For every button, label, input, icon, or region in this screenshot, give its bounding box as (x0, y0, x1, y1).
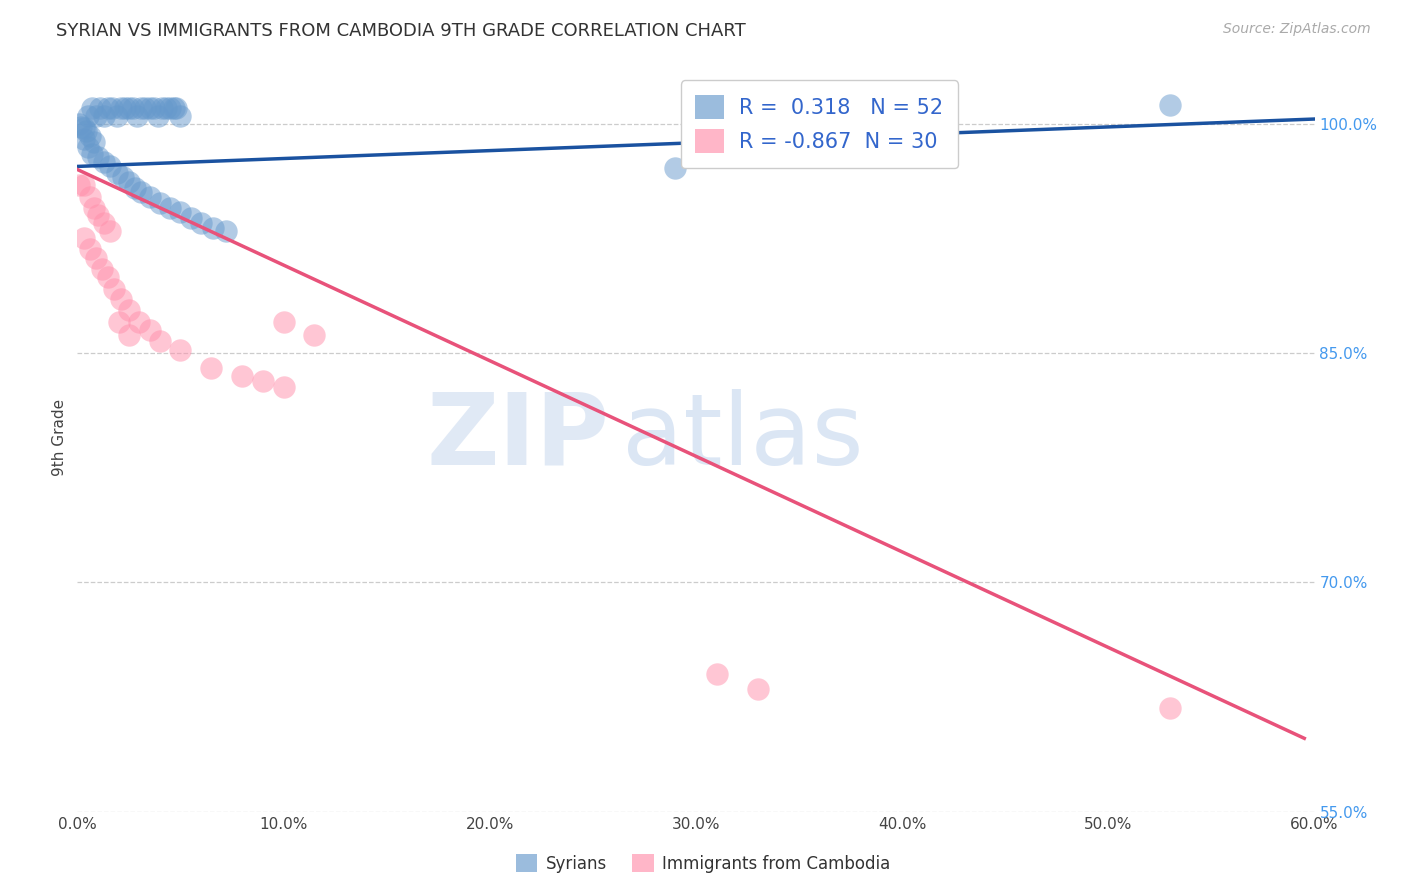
Point (87, 150, 110, 164)
Point (150, 101, 173, 115)
Point (787, 150, 810, 164)
Point (159, 101, 181, 115)
Point (91, 261, 114, 276)
Point (128, 315, 150, 329)
Point (169, 205, 191, 219)
Y-axis label: 9th Grade: 9th Grade (52, 399, 67, 475)
Point (79, 242, 101, 256)
Point (72, 231, 94, 245)
Point (84, 109, 107, 123)
Point (105, 165, 128, 179)
Point (67, 117, 90, 131)
Point (252, 374, 274, 388)
Point (163, 101, 186, 115)
Point (110, 101, 132, 115)
Point (98, 224, 121, 238)
Legend: Syrians, Immigrants from Cambodia: Syrians, Immigrants from Cambodia (509, 847, 897, 880)
Point (138, 190, 160, 204)
Point (76, 139, 98, 153)
Point (1159, 98, 1181, 112)
Point (80, 101, 103, 115)
Point (72, 178, 94, 192)
Point (118, 175, 141, 189)
Point (122, 101, 145, 115)
Text: ZIP: ZIP (426, 389, 609, 485)
Point (138, 323, 160, 337)
Point (200, 361, 222, 376)
Point (155, 101, 177, 115)
Point (97, 269, 120, 284)
Point (190, 216, 212, 230)
Text: SYRIAN VS IMMIGRANTS FROM CAMBODIA 9TH GRADE CORRELATION CHART: SYRIAN VS IMMIGRANTS FROM CAMBODIA 9TH G… (56, 22, 747, 40)
Point (76, 109, 98, 123)
Point (165, 101, 187, 115)
Point (169, 109, 191, 123)
Point (110, 293, 132, 307)
Point (98, 160, 121, 174)
Point (169, 343, 191, 357)
Point (202, 220, 225, 235)
Point (159, 201, 181, 215)
Point (114, 101, 136, 115)
Point (273, 315, 295, 329)
Point (747, 682, 769, 697)
Point (118, 101, 141, 115)
Point (1159, 700, 1181, 714)
Point (75, 124, 97, 138)
Point (149, 196, 172, 211)
Point (149, 334, 172, 348)
Point (93, 216, 115, 230)
Point (83, 135, 105, 149)
Point (124, 181, 146, 195)
Point (79, 190, 101, 204)
Point (138, 101, 160, 115)
Point (129, 101, 152, 115)
Point (215, 224, 238, 238)
Point (93, 109, 115, 123)
Point (231, 368, 253, 383)
Point (103, 282, 125, 296)
Point (706, 667, 728, 681)
Text: atlas: atlas (621, 389, 863, 485)
Point (118, 303, 141, 318)
Legend: R =  0.318   N = 52, R = -0.867  N = 30: R = 0.318 N = 52, R = -0.867 N = 30 (681, 80, 957, 168)
Point (97, 101, 120, 115)
Point (664, 161, 686, 175)
Point (70, 120, 93, 134)
Text: Source: ZipAtlas.com: Source: ZipAtlas.com (1223, 22, 1371, 37)
Point (67, 178, 90, 192)
Point (134, 101, 156, 115)
Point (273, 379, 295, 393)
Point (105, 109, 128, 123)
Point (111, 170, 134, 185)
Point (107, 315, 129, 329)
Point (127, 109, 149, 123)
Point (304, 327, 326, 342)
Point (89, 101, 111, 115)
Point (101, 101, 124, 115)
Point (118, 327, 141, 342)
Point (129, 186, 152, 200)
Point (83, 201, 105, 215)
Point (84, 251, 107, 265)
Point (87, 208, 110, 222)
Point (93, 154, 115, 169)
Point (146, 109, 169, 123)
Point (142, 101, 165, 115)
Point (80, 147, 103, 161)
Point (79, 128, 101, 143)
Point (72, 121, 94, 136)
Point (72, 132, 94, 146)
Point (180, 211, 202, 226)
